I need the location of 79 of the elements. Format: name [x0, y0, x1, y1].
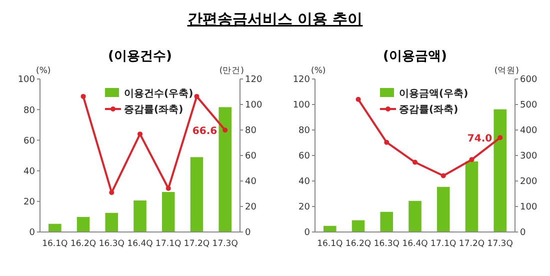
y-tick-label: 0: [304, 228, 310, 238]
x-tick-label: 17.3Q: [487, 239, 514, 249]
bar: [218, 107, 232, 232]
point: [222, 128, 228, 133]
bar: [408, 200, 422, 232]
legend-label: 이용금액(우축): [399, 88, 468, 100]
bar: [48, 224, 62, 232]
x-tick-label: 17.3Q: [212, 239, 238, 249]
x-tick-label: 16.2Q: [70, 239, 96, 249]
y-tick-label: 60: [298, 152, 310, 162]
data-label: 66.6: [192, 126, 218, 138]
legend-label: 증감률(좌축): [124, 104, 184, 116]
x-tick-label: 17.1Q: [430, 239, 456, 249]
y-tick-label: 40: [298, 177, 310, 188]
x-tick-label: 16.3Q: [374, 239, 400, 249]
y2-tick-label: 400: [520, 126, 538, 136]
point: [356, 96, 361, 102]
bar: [190, 157, 204, 232]
bar: [380, 212, 394, 232]
y2-tick-label: 100: [520, 202, 538, 213]
y-tick-label: 100: [292, 100, 310, 111]
legend-label: 이용건수(우축): [124, 88, 194, 100]
x-tick-label: 16.1Q: [42, 239, 68, 249]
y-tick-label: 60: [24, 136, 36, 146]
y2-tick-label: 120: [245, 75, 262, 86]
y2-tick-label: 600: [520, 75, 538, 86]
legend-label: 증감률(좌축): [399, 104, 458, 116]
y2-tick-label: 60: [245, 152, 257, 162]
x-tick-label: 16.4Q: [402, 239, 428, 249]
point: [194, 94, 200, 99]
bar: [76, 216, 90, 232]
y-tick-label: 80: [24, 106, 36, 116]
bar: [105, 212, 118, 232]
bar: [436, 186, 450, 232]
bar: [494, 109, 506, 232]
point: [412, 160, 418, 165]
y2-tick-label: 500: [520, 100, 538, 111]
y-tick-label: 40: [24, 166, 36, 177]
point: [469, 157, 474, 162]
data-label: 74.0: [467, 134, 492, 145]
y-tick-label: 80: [298, 126, 310, 136]
bar: [352, 220, 365, 232]
y2-tick-label: 100: [245, 100, 262, 111]
y2-tick-label: 0: [520, 228, 526, 238]
x-tick-label: 17.2Q: [184, 239, 210, 249]
bar: [324, 226, 336, 232]
y2-tick-label: 0: [245, 228, 251, 238]
x-tick-label: 16.1Q: [317, 239, 344, 249]
y-tick-label: 120: [292, 75, 310, 86]
point: [498, 135, 503, 140]
y2-axis-title: (만건): [219, 66, 244, 76]
y2-tick-label: 300: [520, 152, 538, 162]
x-tick-label: 17.2Q: [458, 239, 485, 249]
y-tick-label: 100: [18, 75, 36, 86]
chart-subtitle: (이용금액): [383, 49, 447, 64]
bar: [465, 161, 478, 232]
y-axis-title: (%): [311, 66, 326, 76]
bar: [134, 200, 146, 232]
point: [440, 173, 446, 178]
bar: [162, 192, 175, 232]
point: [80, 94, 86, 99]
y2-tick-label: 40: [245, 177, 257, 188]
y2-tick-label: 200: [520, 177, 538, 188]
y2-axis-title: (억원): [494, 66, 519, 76]
y-tick-label: 0: [29, 228, 36, 238]
point: [384, 140, 390, 145]
x-tick-label: 16.2Q: [345, 239, 372, 249]
point: [138, 132, 142, 137]
text: 간편송금서비스 이용 추이: [187, 10, 363, 28]
x-tick-label: 17.1Q: [156, 239, 182, 249]
y-axis-title: (%): [36, 66, 51, 76]
chart-subtitle: (이용건수): [108, 49, 172, 64]
y2-tick-label: 20: [245, 202, 257, 213]
y-tick-label: 20: [24, 198, 36, 208]
point: [109, 190, 114, 196]
y-tick-label: 20: [298, 202, 310, 213]
y2-tick-label: 80: [245, 126, 257, 136]
x-tick-label: 16.4Q: [127, 239, 154, 249]
x-tick-label: 16.3Q: [98, 239, 125, 249]
